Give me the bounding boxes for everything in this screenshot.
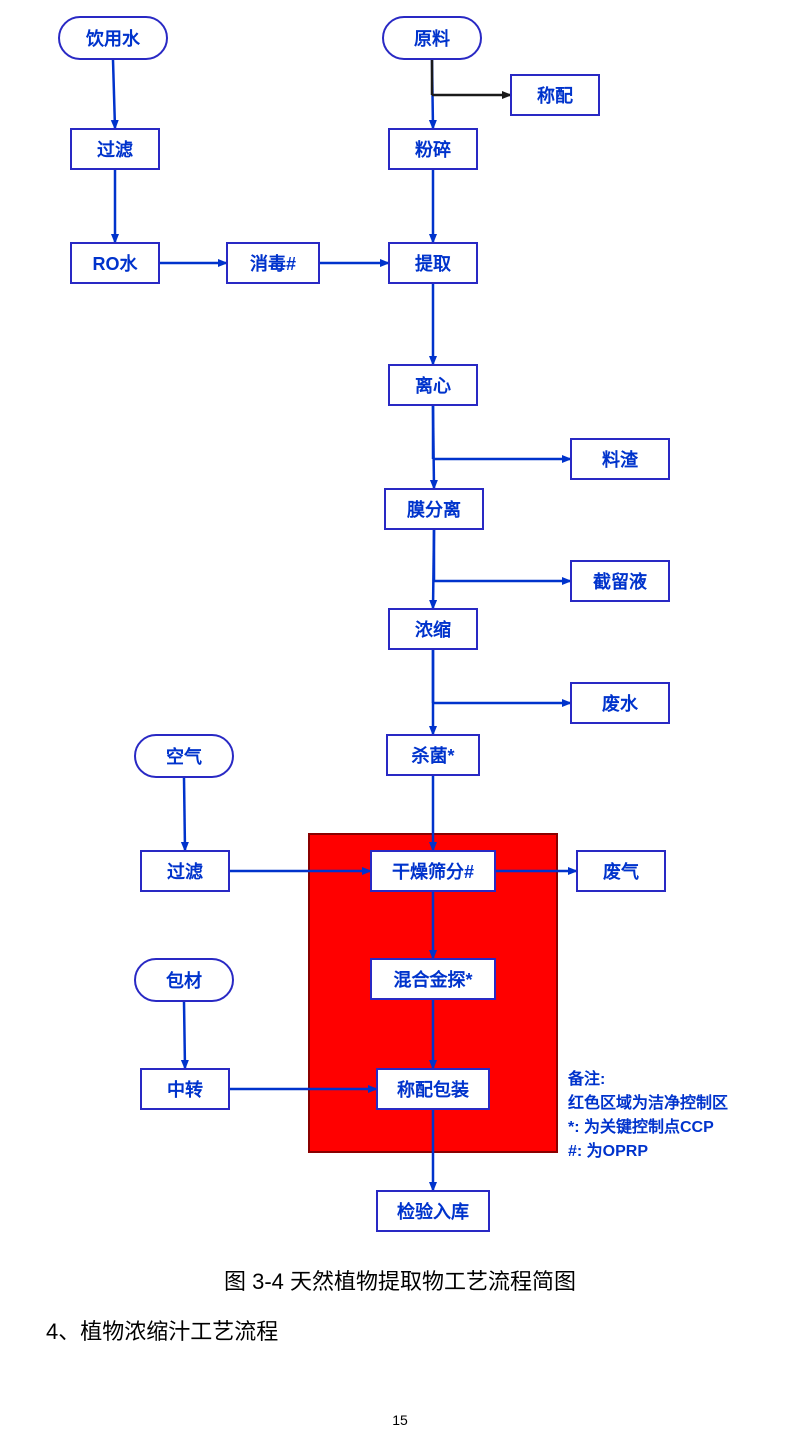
node-retentate: 截留液: [570, 560, 670, 602]
node-air: 空气: [134, 734, 234, 778]
node-dry_sieve: 干燥筛分#: [370, 850, 496, 892]
node-residue: 料渣: [570, 438, 670, 480]
node-packaging_mat: 包材: [134, 958, 234, 1002]
page-number: 15: [0, 1412, 800, 1428]
node-concentrate: 浓缩: [388, 608, 478, 650]
page: 饮用水 原料称配过滤 粉碎 RO水 消毒# 提取离心料渣膜分离截留液浓缩废水空气 杀菌* 过滤…: [0, 0, 800, 1441]
node-inspect_store: 检验入库: [376, 1190, 490, 1232]
node-centrifuge: 离心: [388, 364, 478, 406]
section-heading: 4、植物浓缩汁工艺流程: [46, 1314, 278, 1346]
node-membrane: 膜分离: [384, 488, 484, 530]
node-extract: 提取: [388, 242, 478, 284]
node-transfer: 中转: [140, 1068, 230, 1110]
node-weigh_pack: 称配包装: [376, 1068, 490, 1110]
figure-caption: 图 3-4 天然植物提取物工艺流程简图: [0, 1264, 800, 1296]
node-wastewater: 废水: [570, 682, 670, 724]
node-sterilize: 杀菌*: [386, 734, 480, 776]
node-filter2: 过滤: [140, 850, 230, 892]
node-raw_material: 原料: [382, 16, 482, 60]
node-weigh: 称配: [510, 74, 600, 116]
node-mix_metal: 混合金探*: [370, 958, 496, 1000]
node-disinfect: 消毒#: [226, 242, 320, 284]
legend-note: 备注: 红色区域为洁净控制区 *: 为关键控制点CCP #: 为OPRP: [568, 1068, 728, 1164]
node-drinking_water: 饮用水: [58, 16, 168, 60]
node-filter1: 过滤: [70, 128, 160, 170]
node-ro_water: RO水: [70, 242, 160, 284]
node-crush: 粉碎: [388, 128, 478, 170]
node-waste_gas: 废气: [576, 850, 666, 892]
